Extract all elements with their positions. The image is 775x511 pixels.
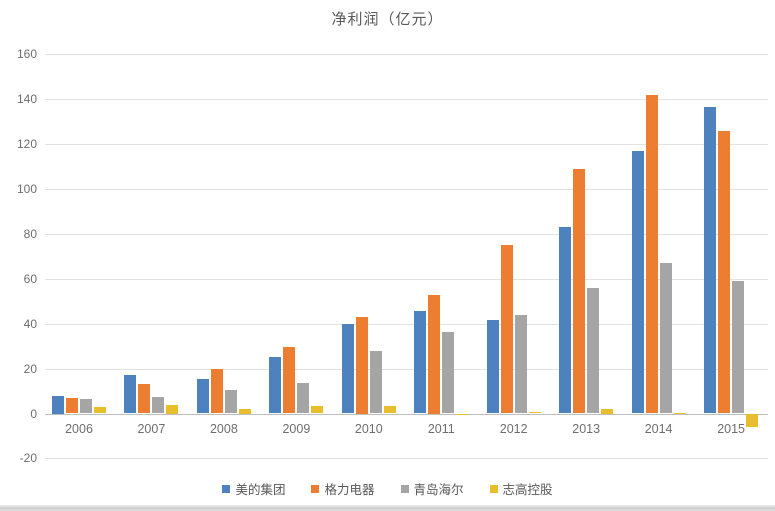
bar-青岛海尔-2008 bbox=[224, 389, 237, 414]
bar-格力电器-2012 bbox=[500, 245, 513, 414]
y-axis-label-60: 60 bbox=[23, 271, 37, 286]
legend-marker-格力电器 bbox=[311, 484, 320, 493]
gridline--20 bbox=[45, 458, 768, 460]
bar-格力电器-2008 bbox=[210, 368, 223, 414]
gridline-160 bbox=[45, 54, 768, 56]
y-axis-label-20: 20 bbox=[23, 361, 37, 376]
y-axis-label--20: -20 bbox=[19, 451, 37, 466]
gridline-0 bbox=[45, 413, 768, 415]
bar-青岛海尔-2011 bbox=[442, 331, 455, 414]
bar-美的集团-2007 bbox=[124, 375, 137, 414]
bar-格力电器-2015 bbox=[718, 130, 731, 414]
bar-青岛海尔-2007 bbox=[152, 396, 165, 414]
bar-美的集团-2011 bbox=[414, 311, 427, 414]
gridline-20 bbox=[45, 368, 768, 370]
bar-志高控股-2011 bbox=[456, 413, 469, 415]
bar-美的集团-2009 bbox=[269, 357, 282, 414]
legend-marker-美的集团 bbox=[222, 484, 231, 493]
x-axis-label-2006: 2006 bbox=[65, 422, 93, 436]
legend-label-格力电器: 格力电器 bbox=[324, 483, 375, 497]
bar-青岛海尔-2014 bbox=[659, 263, 672, 414]
x-axis-label-2007: 2007 bbox=[137, 422, 166, 436]
bar-志高控股-2009 bbox=[311, 405, 324, 414]
x-axis-label-2008: 2008 bbox=[209, 422, 238, 436]
y-axis-label-140: 140 bbox=[16, 92, 37, 107]
y-axis-label-100: 100 bbox=[16, 182, 37, 197]
legend-label-青岛海尔: 青岛海尔 bbox=[413, 483, 464, 497]
y-axis-label-80: 80 bbox=[23, 226, 37, 241]
gridline-80 bbox=[45, 233, 768, 235]
bar-青岛海尔-2009 bbox=[297, 383, 310, 414]
legend-label-志高控股: 志高控股 bbox=[502, 483, 553, 497]
x-axis-label-2010: 2010 bbox=[354, 422, 383, 436]
bar-格力电器-2011 bbox=[428, 294, 441, 414]
gridline-120 bbox=[45, 144, 768, 146]
chart-title: 净利润（亿元） bbox=[331, 11, 444, 28]
y-axis-label-120: 120 bbox=[16, 137, 37, 152]
x-axis-label-2011: 2011 bbox=[427, 422, 455, 436]
bar-志高控股-2012 bbox=[528, 412, 541, 414]
x-axis-label-2014: 2014 bbox=[644, 422, 673, 436]
bar-格力电器-2010 bbox=[355, 317, 368, 414]
bar-格力电器-2009 bbox=[283, 347, 296, 414]
bar-青岛海尔-2013 bbox=[587, 287, 600, 414]
bar-志高控股-2006 bbox=[94, 406, 106, 414]
bar-青岛海尔-2015 bbox=[732, 281, 745, 414]
bar-美的集团-2008 bbox=[196, 378, 209, 414]
bar-美的集团-2006 bbox=[52, 395, 64, 414]
gridline-40 bbox=[45, 323, 768, 325]
y-axis-label-40: 40 bbox=[23, 316, 37, 331]
bar-美的集团-2015 bbox=[704, 107, 717, 414]
x-axis-label-2012: 2012 bbox=[499, 422, 528, 436]
bar-美的集团-2010 bbox=[341, 323, 354, 414]
legend-item-志高控股: 志高控股 bbox=[489, 479, 553, 498]
bar-格力电器-2014 bbox=[645, 94, 658, 414]
bar-青岛海尔-2012 bbox=[514, 314, 527, 414]
gridline-140 bbox=[45, 99, 768, 101]
legend-item-青岛海尔: 青岛海尔 bbox=[400, 479, 464, 498]
x-axis-label-2013: 2013 bbox=[572, 422, 601, 436]
bar-格力电器-2013 bbox=[573, 168, 586, 414]
bar-青岛海尔-2010 bbox=[369, 350, 382, 414]
y-axis-label-160: 160 bbox=[16, 47, 37, 62]
bottom-border-strip bbox=[0, 505, 775, 511]
legend-item-格力电器: 格力电器 bbox=[311, 479, 375, 498]
x-axis-label-2009: 2009 bbox=[282, 422, 311, 436]
bar-志高控股-2008 bbox=[238, 409, 251, 414]
bar-志高控股-2010 bbox=[383, 405, 396, 414]
legend-label-美的集团: 美的集团 bbox=[235, 483, 286, 497]
bar-格力电器-2006 bbox=[66, 397, 78, 414]
bar-美的集团-2013 bbox=[559, 227, 572, 414]
bar-志高控股-2007 bbox=[166, 404, 179, 414]
y-axis-label-0: 0 bbox=[30, 406, 37, 421]
legend: 美的集团 格力电器 青岛海尔 志高控股 bbox=[0, 479, 775, 498]
legend-marker-志高控股 bbox=[489, 484, 498, 493]
bar-美的集团-2014 bbox=[631, 150, 644, 414]
bar-美的集团-2012 bbox=[486, 320, 499, 414]
bar-青岛海尔-2006 bbox=[80, 398, 92, 414]
legend-marker-青岛海尔 bbox=[400, 484, 409, 493]
legend-item-美的集团: 美的集团 bbox=[222, 479, 285, 498]
bar-志高控股-2014 bbox=[673, 412, 686, 414]
bar-格力电器-2007 bbox=[138, 384, 151, 414]
bar-志高控股-2013 bbox=[601, 409, 614, 414]
gridline-100 bbox=[45, 189, 768, 191]
bar-志高控股-2015 bbox=[746, 413, 759, 427]
x-axis-label-2015: 2015 bbox=[717, 422, 745, 436]
gridline-60 bbox=[45, 278, 768, 280]
